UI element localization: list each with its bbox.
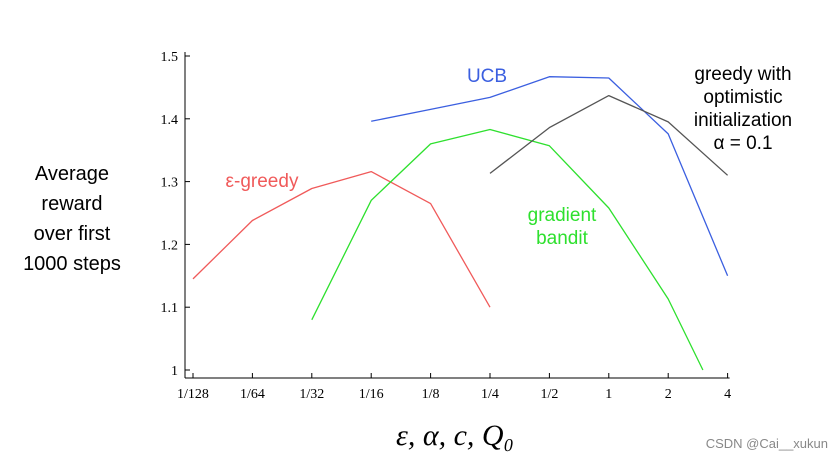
x-tick-label: 2 (665, 387, 672, 402)
x-tick-label: 1 (605, 387, 612, 402)
y-axis-label-line: reward (41, 193, 102, 215)
series-line-3 (489, 94, 729, 176)
series-line-2 (311, 128, 704, 371)
y-axis-label-line: over first (34, 223, 111, 245)
series-label-2: gradient (528, 205, 597, 226)
y-tick-label: 1.4 (161, 113, 179, 128)
x-ticks: 1/128 1/64 1/32 1/16 1/8 1/4 1/2 1 2 4 (177, 373, 731, 402)
x-tick-label: 1/8 (422, 387, 440, 402)
series-line-0 (192, 170, 491, 308)
series-label-1: UCB (467, 66, 507, 87)
x-tick-label: 4 (724, 387, 731, 402)
y-axis-label-line: 1000 steps (23, 253, 121, 275)
x-tick-label: 1/2 (540, 387, 558, 402)
y-axis-label-line: Average (35, 163, 109, 185)
y-axis-label: Average reward over first 1000 steps (23, 163, 121, 275)
series-label-0: ε-greedy (226, 171, 299, 192)
series-lines (192, 76, 729, 371)
x-tick-label: 1/32 (299, 387, 324, 402)
watermark: CSDN @Cai__xukun (706, 436, 828, 451)
y-ticks: 1 1.1 1.2 1.3 1.4 1.5 (161, 50, 190, 379)
x-tick-label: 1/4 (481, 387, 499, 402)
x-tick-label: 1/128 (177, 387, 209, 402)
series-label-3: greedy with (694, 64, 791, 85)
series-label-3: initialization (694, 110, 792, 131)
series-label-3: α = 0.1 (713, 133, 772, 154)
series-label-3: optimistic (703, 87, 782, 108)
y-tick-label: 1 (171, 364, 178, 379)
y-tick-label: 1.2 (161, 238, 179, 253)
axes: 1 1.1 1.2 1.3 1.4 1.5 1/128 1/64 1/32 1/16 1/8 1/4… (161, 50, 732, 402)
x-tick-label: 1/64 (240, 387, 265, 402)
x-tick-label: 1/16 (359, 387, 384, 402)
y-tick-label: 1.5 (161, 50, 179, 65)
y-tick-label: 1.1 (161, 301, 179, 316)
x-axis-label: ε, α, c, Q₀ (396, 419, 514, 452)
series-line-1 (371, 76, 729, 277)
series-label-2: bandit (536, 228, 588, 249)
y-tick-label: 1.3 (161, 176, 179, 191)
